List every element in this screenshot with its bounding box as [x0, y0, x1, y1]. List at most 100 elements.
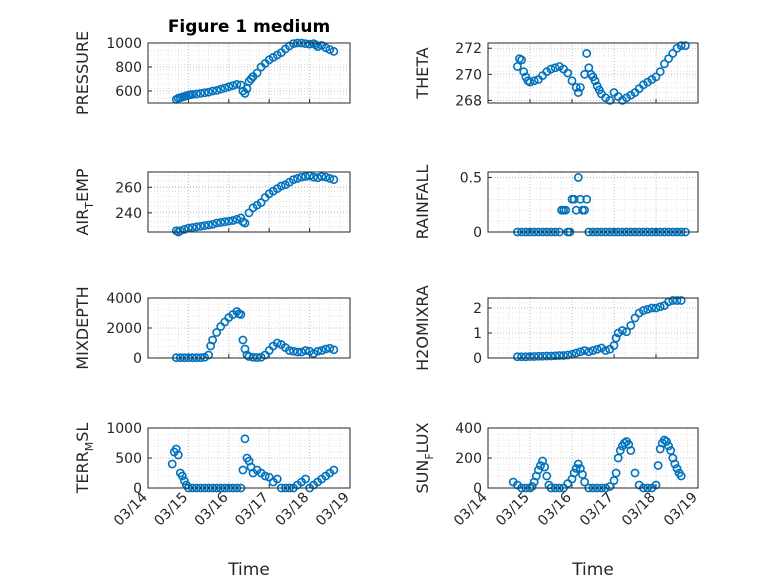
y-tick-label: 1000 [106, 36, 142, 52]
data-point [179, 476, 189, 486]
y-axis-label: SUNFLUX [413, 422, 436, 493]
y-tick-label: 1 [473, 326, 482, 342]
y-tick-label: 2000 [106, 321, 142, 337]
data-point [550, 63, 560, 73]
y-axis-label: RAINFALL [413, 165, 432, 240]
chart-title: Figure 1 medium [168, 17, 330, 37]
y-tick-label: 1000 [106, 421, 142, 437]
data-point [236, 310, 246, 319]
y-tick-label: 240 [115, 206, 142, 222]
data-point [289, 39, 298, 48]
data-point [179, 225, 189, 234]
y-tick-label: 4000 [106, 291, 142, 307]
data-point [588, 346, 598, 355]
data-point [240, 89, 250, 98]
data-point [611, 333, 621, 343]
data-point [321, 172, 331, 182]
data-point [301, 172, 310, 181]
panel-mixdepth: 0 2000 4000 MIXDEPTH [73, 286, 351, 370]
data-point [573, 88, 583, 97]
data-point [329, 47, 339, 56]
data-point [313, 346, 323, 356]
data-point [676, 41, 686, 51]
data-point [272, 338, 282, 348]
panel-h2omixra: 0 1 2 H2OMIXRA [413, 285, 699, 371]
data-point [670, 459, 680, 469]
data-point [284, 346, 294, 355]
y-tick-label: 0 [473, 351, 482, 367]
data-point [325, 45, 335, 54]
data-point [204, 87, 213, 97]
panel-pressure: 600 800 1000 PRESSURE Figure 1 medium [73, 17, 351, 115]
data-point [525, 352, 535, 361]
data-point [605, 482, 615, 491]
y-tick-label: 500 [115, 451, 142, 467]
axes-frame [487, 171, 699, 233]
data-point [580, 346, 589, 355]
data-point [538, 351, 547, 361]
data-point [305, 39, 314, 49]
data-point [297, 172, 306, 182]
data-point [232, 80, 242, 89]
data-point [272, 474, 282, 484]
y-axis-label: AIRTEMP [73, 168, 96, 235]
data-point [513, 62, 522, 71]
data-point [668, 49, 678, 58]
data-point [527, 482, 537, 491]
data-point [204, 350, 213, 360]
x-axis-label: Time [571, 560, 614, 580]
data-point [622, 327, 631, 337]
y-tick-label: 268 [455, 93, 482, 109]
data-point [668, 296, 678, 305]
x-axis-label: Time [227, 560, 270, 580]
data-point [567, 76, 577, 86]
data-point [216, 218, 226, 227]
data-point [521, 352, 531, 362]
data-point [605, 95, 615, 105]
data-point [569, 194, 579, 204]
data-point [212, 328, 222, 337]
y-tick-label: 0 [473, 481, 482, 497]
data-point [248, 352, 258, 362]
data-point [576, 347, 585, 357]
y-axis-label: H2OMIXRA [413, 285, 432, 371]
data-point [576, 82, 585, 92]
data-point [208, 86, 218, 96]
data-point [542, 471, 552, 481]
y-axis-label: PRESSURE [73, 31, 92, 115]
y-axis-label: TERRMSL [73, 423, 96, 495]
data-point [260, 471, 270, 481]
data-point [317, 346, 327, 355]
data-point [325, 173, 335, 183]
data-point [571, 348, 581, 358]
data-point [301, 474, 310, 484]
data-point [309, 172, 319, 182]
data-point [584, 347, 594, 357]
data-point [571, 205, 581, 215]
y-axis-label: THETA [413, 47, 432, 99]
data-point [630, 468, 640, 478]
axes-frame [147, 427, 351, 489]
data-point [196, 89, 205, 98]
data-point [536, 461, 545, 470]
data-point [289, 346, 298, 356]
y-tick-label: 600 [115, 84, 142, 100]
data-point [224, 82, 234, 92]
y-tick-label: 0 [133, 481, 142, 497]
data-point [540, 462, 550, 472]
data-point [212, 218, 222, 228]
data-point [216, 84, 226, 94]
data-point [582, 194, 592, 204]
data-point [293, 347, 302, 357]
data-point [651, 303, 661, 313]
data-point [660, 59, 669, 69]
data-point [276, 181, 286, 191]
data-point [167, 459, 177, 469]
data-point [550, 351, 560, 361]
data-point [188, 89, 197, 99]
data-point [681, 41, 690, 51]
data-point [613, 453, 623, 463]
y-axis-label: MIXDEPTH [73, 286, 92, 369]
data-point [220, 217, 230, 227]
data-point [664, 441, 673, 451]
